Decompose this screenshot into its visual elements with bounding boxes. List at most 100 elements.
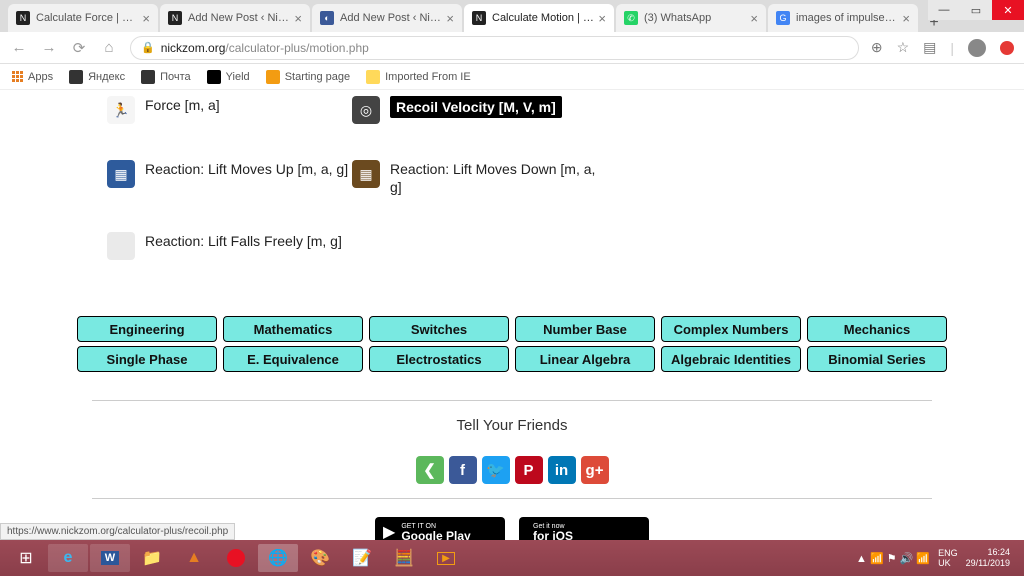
notes-icon[interactable]: 📝 [342,544,382,572]
bookmark-item[interactable]: Yield [207,70,250,84]
opera-icon[interactable] [216,544,256,572]
calc-icon: 🏃 [107,96,135,124]
word-icon[interactable]: W [90,544,130,572]
profile-avatar[interactable] [968,39,986,57]
calc-row: Reaction: Lift Falls Freely [m, g] [52,226,972,266]
tab-close-icon[interactable]: × [446,11,454,26]
clock[interactable]: 16:2429/11/2019 [966,547,1010,569]
share-button[interactable]: g+ [581,456,609,484]
bookmark-item[interactable]: Почта [141,70,191,84]
share-button[interactable]: in [548,456,576,484]
media-icon[interactable]: ▶ [426,544,466,572]
bookmark-icon [207,70,221,84]
category-row: EngineeringMathematicsSwitchesNumber Bas… [52,316,972,342]
page-content: 🏃Force [m, a]◎Recoil Velocity [M, V, m] … [0,90,1024,540]
browser-tab[interactable]: NCalculate Motion | Body× [464,4,614,32]
url-input[interactable]: 🔒 nickzom.org /calculator-plus/motion.ph… [130,36,859,60]
calc-label: Reaction: Lift Falls Freely [m, g] [145,232,342,250]
url-domain: nickzom.org [161,41,226,55]
explorer-icon[interactable]: 📁 [132,544,172,572]
category-button[interactable]: Engineering [77,316,217,342]
bookmark-label: Imported From IE [385,71,471,83]
category-button[interactable]: Electrostatics [369,346,509,372]
apps-button[interactable]: Apps [12,71,53,83]
home-button[interactable]: ⌂ [100,39,118,56]
browser-tab[interactable]: ◐Add New Post ‹ Nickzo…× [312,4,462,32]
category-button[interactable]: Switches [369,316,509,342]
calc-link[interactable]: ▦Reaction: Lift Moves Down [m, a, g] [352,154,597,202]
calc-link[interactable]: Reaction: Lift Falls Freely [m, g] [107,226,352,266]
share-button[interactable]: P [515,456,543,484]
tab-close-icon[interactable]: × [598,11,606,26]
category-button[interactable]: Algebraic Identities [661,346,801,372]
tab-close-icon[interactable]: × [294,11,302,26]
tray-icons[interactable]: ▲ 📶 ⚑ 🔊 📶 [856,552,930,565]
bookmark-label: Яндекс [88,71,125,83]
extension-icon[interactable]: ▤ [923,39,936,56]
calc-link[interactable]: ◎Recoil Velocity [M, V, m] [352,90,597,130]
star-icon[interactable]: ☆ [897,39,910,56]
tell-friends-heading: Tell Your Friends [52,417,972,434]
vlc-icon[interactable]: ▲ [174,544,214,572]
calc-icon[interactable]: 🧮 [384,544,424,572]
calc-label: Reaction: Lift Moves Down [m, a, g] [390,160,597,196]
category-button[interactable]: Complex Numbers [661,316,801,342]
bookmark-item[interactable]: Imported From IE [366,70,471,84]
bookmark-item[interactable]: Яндекс [69,70,125,84]
close-button[interactable]: ✕ [992,0,1024,20]
tab-close-icon[interactable]: × [142,11,150,26]
lock-icon: 🔒 [141,41,155,54]
tabs-bar: NCalculate Force | Body×NAdd New Post ‹ … [0,0,1024,32]
play-icon: ▶ [383,522,395,540]
share-button[interactable]: ❮ [416,456,444,484]
calc-link[interactable]: ▦Reaction: Lift Moves Up [m, a, g] [107,154,352,202]
bookmark-icon [366,70,380,84]
tab-title: Calculate Force | Body [36,12,138,24]
tab-title: Add New Post ‹ Nickzo… [340,12,442,24]
browser-tab[interactable]: NAdd New Post ‹ Nickzo…× [160,4,310,32]
start-button[interactable]: ⊞ [6,544,46,572]
share-button[interactable]: 🐦 [482,456,510,484]
back-button[interactable]: ← [10,39,28,56]
favicon: N [472,11,486,25]
zoom-icon[interactable]: ⊕ [871,39,883,56]
tab-close-icon[interactable]: × [750,11,758,26]
tab-title: images of impulse - Go… [796,12,898,24]
maximize-button[interactable]: ▭ [960,0,992,20]
opera-menu-icon[interactable] [1000,41,1014,55]
browser-tab[interactable]: N Calculate Force | Body × [8,4,158,32]
chrome-icon[interactable]: 🌐 [258,544,298,572]
minimize-button[interactable]: — [928,0,960,20]
browser-tab[interactable]: ✆(3) WhatsApp× [616,4,766,32]
ie-icon[interactable]: e [48,544,88,572]
category-button[interactable]: Mechanics [807,316,947,342]
calc-link[interactable]: 🏃 Force [m, a] [107,90,352,130]
bookmark-label: Starting page [285,71,350,83]
paint-icon[interactable]: 🎨 [300,544,340,572]
calc-icon: ◎ [352,96,380,124]
separator [92,498,932,499]
category-button[interactable]: Binomial Series [807,346,947,372]
favicon: N [16,11,30,25]
calc-label: Force [m, a] [145,96,220,114]
category-button[interactable]: Mathematics [223,316,363,342]
status-bar-link: https://www.nickzom.org/calculator-plus/… [0,523,235,540]
category-button[interactable]: Number Base [515,316,655,342]
toolbar-right: ⊕ ☆ ▤ | [871,39,1014,57]
share-button[interactable]: f [449,456,477,484]
bookmark-item[interactable]: Starting page [266,70,350,84]
browser-tab[interactable]: Gimages of impulse - Go…× [768,4,918,32]
bookmark-icon [69,70,83,84]
bookmark-icon [141,70,155,84]
category-button[interactable]: Linear Algebra [515,346,655,372]
ios-button[interactable]: Get it nowfor iOS [519,517,649,540]
category-button[interactable]: E. Equivalence [223,346,363,372]
address-bar: ← → ⟳ ⌂ 🔒 nickzom.org /calculator-plus/m… [0,32,1024,64]
favicon: ✆ [624,11,638,25]
reload-button[interactable]: ⟳ [70,39,88,57]
tab-close-icon[interactable]: × [902,11,910,26]
google-play-button[interactable]: ▶ GET IT ONGoogle Play [375,517,505,540]
forward-button[interactable]: → [40,39,58,56]
language-indicator[interactable]: ENGUK [938,548,958,568]
category-button[interactable]: Single Phase [77,346,217,372]
